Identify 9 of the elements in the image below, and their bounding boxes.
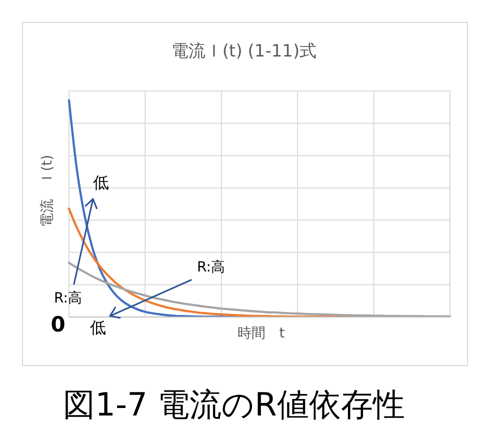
chart-title: 電流Ｉ(t) (1-11)式 — [171, 42, 317, 62]
y-axis-title: 電流 Ｉ(t) — [39, 154, 56, 228]
x-axis-title: 時間 t — [237, 325, 285, 342]
text: 0 — [50, 312, 66, 337]
annotation: R:高 — [196, 259, 226, 276]
annotation: 低 — [93, 173, 109, 192]
caption: 図1-7 電流のR値依存性 — [63, 385, 405, 424]
annotation: R:高 — [54, 290, 82, 307]
text: 低 — [90, 318, 106, 338]
